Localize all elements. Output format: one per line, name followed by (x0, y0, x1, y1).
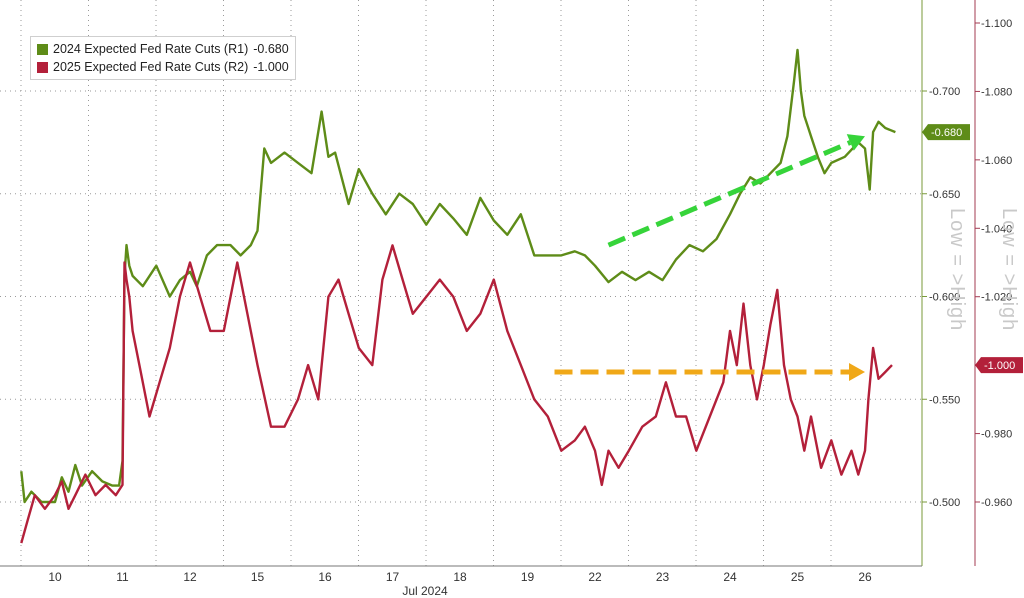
legend-item-2024: 2024 Expected Fed Rate Cuts (R1) -0.680 (37, 40, 289, 58)
r2-axis-caption: Low = >High (998, 208, 1020, 332)
x-tick-label: 19 (521, 570, 535, 584)
legend-swatch-2024 (37, 43, 48, 55)
last-value-tag-2024 (922, 124, 970, 141)
x-tick-label: 12 (183, 570, 197, 584)
series-line-2025 (20, 244, 893, 544)
r1-tick-label: -0.550 (929, 394, 960, 406)
legend-label-2025: 2025 Expected Fed Rate Cuts (R2) (53, 60, 249, 74)
x-tick-label: 26 (858, 570, 872, 584)
x-tick-label: 17 (386, 570, 400, 584)
r2-tick-label: -0.980 (981, 429, 1012, 441)
chart-legend: 2024 Expected Fed Rate Cuts (R1) -0.680 … (30, 36, 296, 80)
r2-tick-label: -1.100 (981, 18, 1012, 30)
x-tick-label: 18 (453, 570, 467, 584)
legend-value-2024: -0.680 (253, 42, 289, 56)
x-tick-label: 10 (48, 570, 62, 584)
legend-swatch-2025 (37, 61, 48, 73)
r1-axis-caption: Low = >High (946, 208, 968, 332)
series-line-2024 (20, 48, 896, 504)
legend-label-2024: 2024 Expected Fed Rate Cuts (R1) (53, 42, 249, 56)
r2-tick-label: -1.060 (981, 155, 1012, 167)
x-tick-label: 23 (656, 570, 670, 584)
r2-tick-label: -1.080 (981, 86, 1012, 98)
r1-tick-label: -0.600 (929, 292, 960, 304)
last-value-text-2025: -1.000 (984, 360, 1015, 372)
annotation-arrow-green (607, 140, 852, 248)
r2-tick-label: -1.020 (981, 292, 1012, 304)
x-axis-label: Jul 2024 (402, 584, 448, 598)
annotation-arrowhead-green (846, 134, 865, 151)
x-tick-label: 15 (251, 570, 265, 584)
r1-tick-label: -0.650 (929, 189, 960, 201)
last-value-tag-2025 (975, 357, 1023, 374)
r2-tick-label: -1.040 (981, 223, 1012, 235)
r1-tick-label: -0.500 (929, 497, 960, 509)
r1-tick-label: -0.700 (929, 86, 960, 98)
x-tick-label: 24 (723, 570, 737, 584)
x-tick-label: 22 (588, 570, 602, 584)
x-tick-label: 25 (791, 570, 805, 584)
last-value-text-2024: -0.680 (931, 127, 962, 139)
x-tick-label: 16 (318, 570, 332, 584)
legend-value-2025: -1.000 (253, 60, 289, 74)
annotation-arrowhead-orange (849, 362, 865, 381)
x-tick-label: 11 (116, 570, 129, 584)
legend-item-2025: 2025 Expected Fed Rate Cuts (R2) -1.000 (37, 58, 289, 76)
r2-tick-label: -0.960 (981, 497, 1012, 509)
